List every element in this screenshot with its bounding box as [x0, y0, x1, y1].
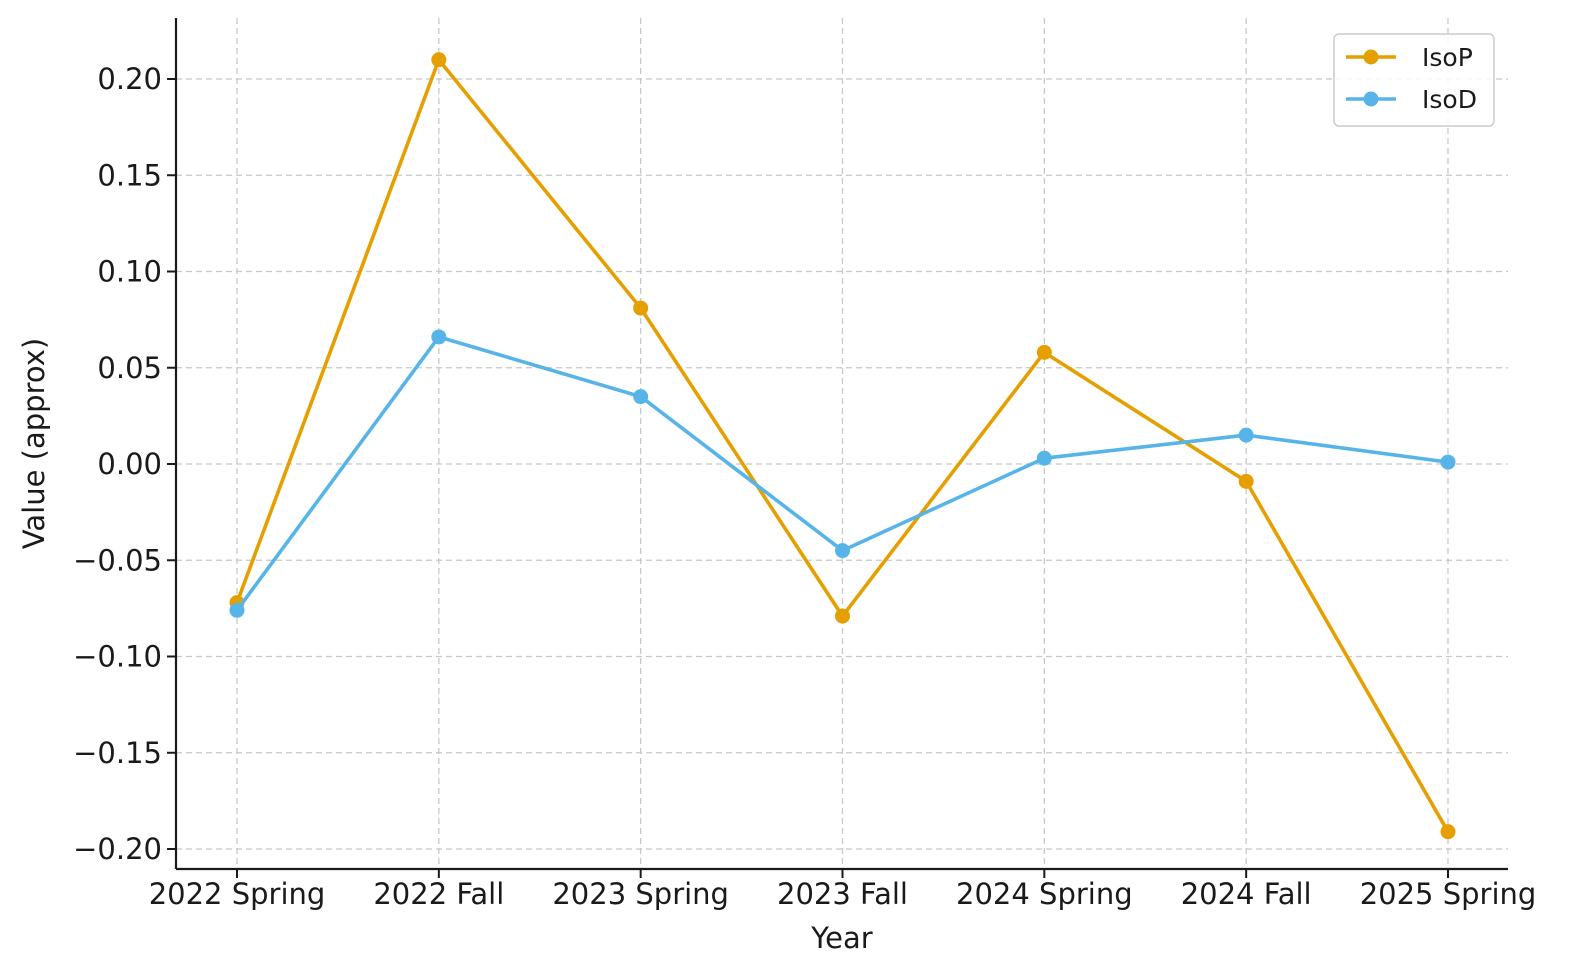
y-tick-label: −0.05 — [73, 543, 162, 577]
data-point-isop — [633, 300, 649, 316]
x-tick-label: 2023 Fall — [777, 877, 908, 911]
legend-label-isop: IsoP — [1422, 43, 1473, 72]
x-axis-title: Year — [810, 921, 872, 955]
data-point-isod — [1036, 450, 1052, 466]
data-point-isod — [633, 389, 649, 405]
data-point-isod — [835, 543, 850, 559]
legend-marker-isod — [1363, 91, 1379, 107]
data-point-isod — [431, 329, 447, 345]
axes: 0.20 0.15 0.10 0.05 0.00 −0.05 −0.10 −0.15 −0.20… — [73, 18, 1536, 911]
y-tick-label: 0.15 — [97, 158, 162, 192]
x-tick-label: 2022 Spring — [149, 877, 326, 911]
y-tick-label: −0.10 — [73, 640, 162, 674]
data-point-isop — [1238, 473, 1254, 489]
legend: IsoP IsoD — [1333, 33, 1495, 127]
y-tick-label: 0.00 — [97, 447, 162, 481]
x-tick-label: 2024 Fall — [1181, 877, 1312, 911]
y-tick-label: 0.05 — [97, 351, 162, 385]
x-tick-label: 2025 Spring — [1360, 877, 1537, 911]
data-point-isop — [431, 52, 447, 68]
data-point-isod — [1440, 454, 1456, 470]
grid — [176, 18, 1508, 869]
x-tick-label: 2024 Spring — [956, 877, 1133, 911]
y-tick-label: 0.10 — [97, 255, 162, 289]
data-point-isop — [1440, 824, 1456, 840]
legend-marker-isop — [1363, 49, 1379, 65]
y-tick-label: −0.15 — [73, 736, 162, 770]
data-point-isop — [835, 608, 850, 624]
y-axis-title: Value (approx) — [17, 338, 51, 549]
y-tick-label: −0.20 — [73, 832, 162, 866]
data-point-isod — [1238, 427, 1254, 443]
data-point-isod — [229, 602, 245, 618]
x-tick-label: 2023 Spring — [552, 877, 729, 911]
legend-label-isod: IsoD — [1422, 85, 1477, 114]
x-tick-label: 2022 Fall — [373, 877, 504, 911]
data-point-isop — [1036, 344, 1052, 360]
y-tick-label: 0.20 — [97, 62, 162, 96]
series-layer — [229, 52, 1456, 840]
